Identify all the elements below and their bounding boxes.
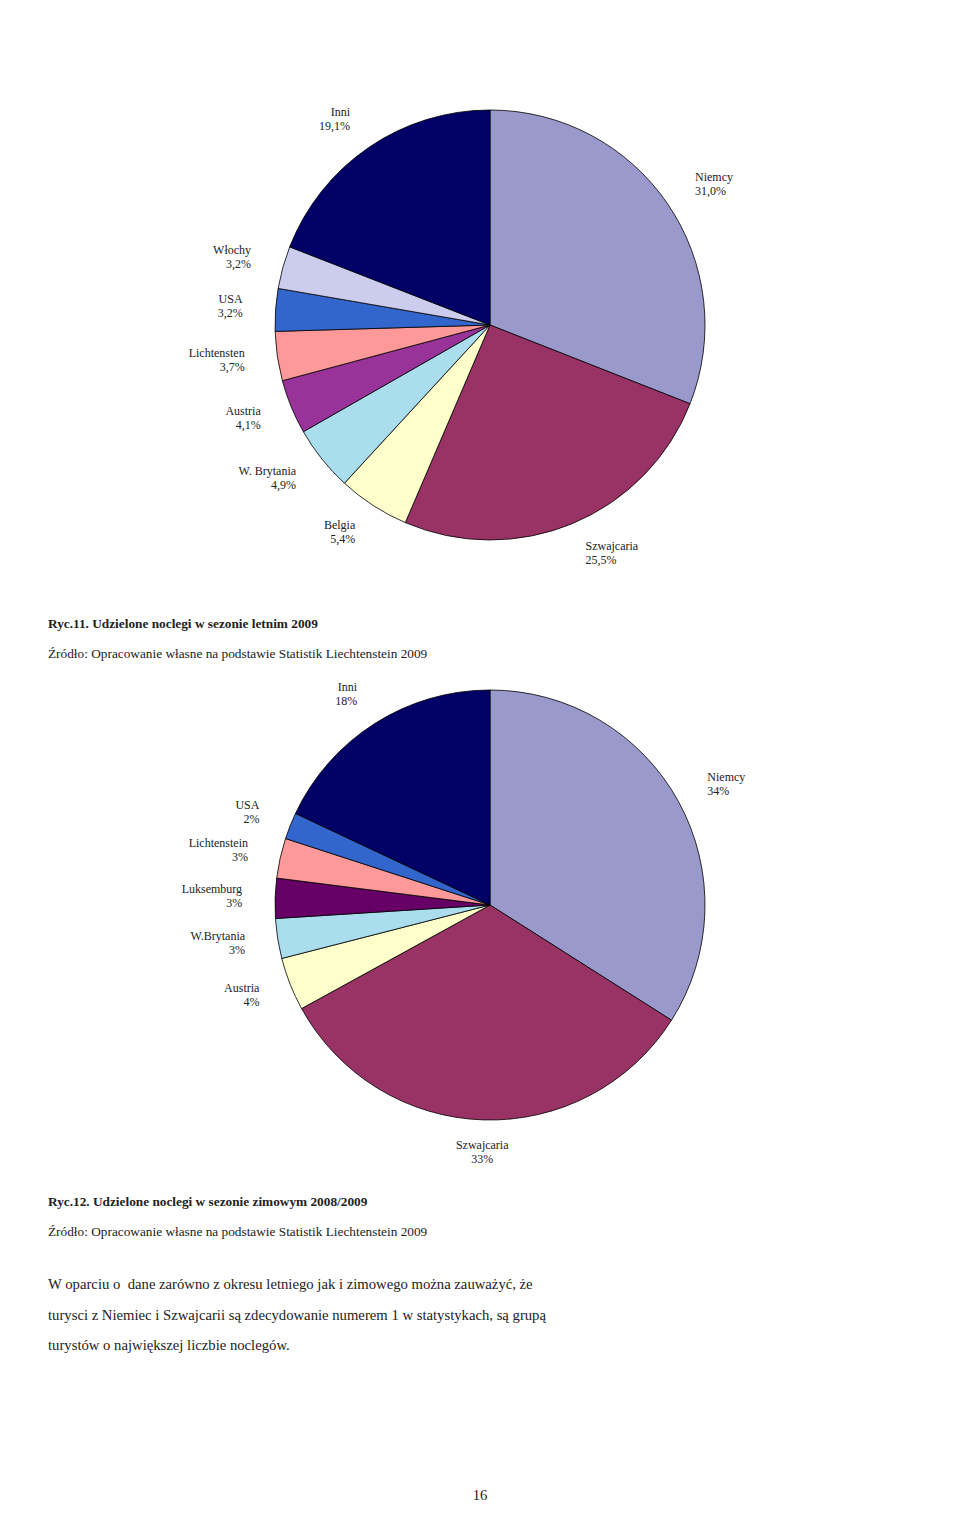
page-number: 16 xyxy=(473,1487,488,1503)
caption-title: Ryc.12. Udzielone noclegi w sezonie zimo… xyxy=(48,1194,368,1209)
slices xyxy=(275,110,705,540)
data-label: 18% xyxy=(335,694,357,708)
data-label: 4,9% xyxy=(271,478,296,492)
slice-label: Włochy xyxy=(213,243,251,257)
caption-source: Źródło: Opracowanie własne na podstawie … xyxy=(48,646,428,661)
data-label: 3,2% xyxy=(226,257,251,271)
data-label: 31,0% xyxy=(695,184,726,198)
data-label: 34% xyxy=(707,784,729,798)
data-label: 4,1% xyxy=(236,418,261,432)
slice-label: Szwajcaria xyxy=(586,539,639,553)
slice-label: Niemcy xyxy=(707,770,745,784)
slice xyxy=(275,325,490,381)
slice-label: Lichtensten xyxy=(189,346,245,360)
labels: Niemcy34% Szwajcaria33% Austria4% W.Brytani… xyxy=(182,680,746,1165)
slices xyxy=(275,690,705,1120)
data-label: 33% xyxy=(471,1152,493,1166)
slice-label: Lichtenstein xyxy=(189,836,248,850)
slice-label: W.Brytania xyxy=(191,929,246,943)
slice-label: USA xyxy=(219,292,243,306)
slice-label: Luksemburg xyxy=(182,882,242,896)
data-label: 3% xyxy=(232,850,248,864)
data-label: 19,1% xyxy=(319,119,350,133)
pie-chart: Niemcy34% Szwajcaria33% Austria4% W.Brytani… xyxy=(182,680,746,1165)
data-label: 3% xyxy=(229,943,245,957)
data-label: 5,4% xyxy=(330,532,355,546)
data-label: 4% xyxy=(243,995,259,1009)
slice-label: Austria xyxy=(225,404,261,418)
labels: Niemcy31,0% Szwajcaria25,5% Belgia5,4% W. B… xyxy=(189,105,733,567)
slice-label: W. Brytania xyxy=(239,464,297,478)
data-label: 3,7% xyxy=(220,360,245,374)
pie-chart: Niemcy31,0% Szwajcaria25,5% Belgia5,4% W. B… xyxy=(189,105,733,567)
paragraph-line: turystów o największej liczbie noclegów. xyxy=(48,1337,290,1353)
paragraph: W oparciu o dane zarówno z okresu letnie… xyxy=(48,1276,546,1353)
data-label: 2% xyxy=(243,812,259,826)
paragraph-line: W oparciu o dane zarówno z okresu letnie… xyxy=(48,1276,533,1292)
slice xyxy=(295,690,490,905)
slice-label: Belgia xyxy=(324,518,356,532)
slice-label: Inni xyxy=(331,105,351,119)
page: Niemcy31,0%Szwajcaria25,5%Belgia5,4%W. B… xyxy=(0,0,960,1528)
caption-title: Ryc.11. Udzielone noclegi w sezonie letn… xyxy=(48,616,318,631)
data-label: 3,2% xyxy=(218,306,243,320)
slice-label: Szwajcaria xyxy=(456,1138,509,1152)
caption-source: Źródło: Opracowanie własne na podstawie … xyxy=(48,1224,428,1239)
paragraph-line: turysci z Niemiec i Szwajcarii są zdecyd… xyxy=(48,1307,546,1323)
data-label: 3% xyxy=(226,896,242,910)
slice-label: Austria xyxy=(224,981,260,995)
slice xyxy=(290,110,490,325)
slice-label: USA xyxy=(235,798,259,812)
data-label: 25,5% xyxy=(586,553,617,567)
slice-label: Niemcy xyxy=(695,170,733,184)
slice-label: Inni xyxy=(338,680,358,694)
